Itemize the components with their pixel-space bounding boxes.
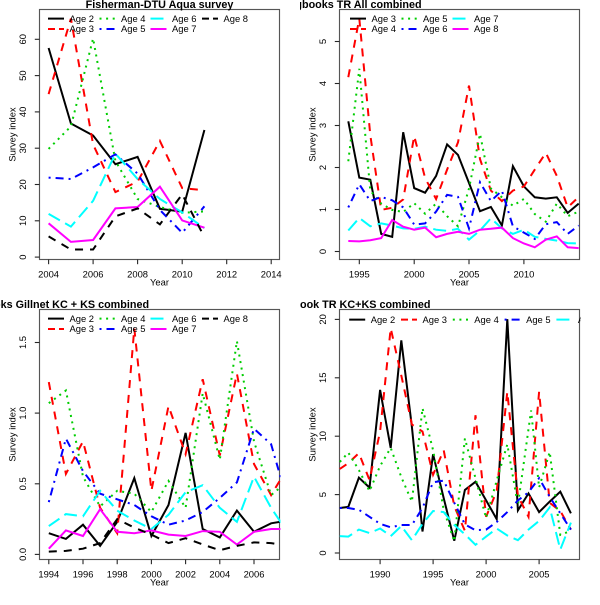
svg-text:Age 5: Age 5 (526, 314, 551, 325)
svg-text:15: 15 (317, 373, 328, 383)
svg-text:Age 4: Age 4 (121, 13, 146, 24)
svg-text:1995: 1995 (423, 569, 444, 580)
svg-text:Year: Year (450, 577, 469, 588)
svg-text:Age 7: Age 7 (474, 13, 499, 24)
svg-text:Fisherman-DTU Aqua survey: Fisherman-DTU Aqua survey (86, 0, 234, 11)
svg-text:Age 6: Age 6 (172, 13, 197, 24)
svg-text:2000: 2000 (476, 569, 497, 580)
svg-text:Age 6: Age 6 (423, 23, 448, 34)
svg-text:2014: 2014 (261, 269, 282, 280)
svg-text:Logbooks Gillnet KC + KS combi: Logbooks Gillnet KC + KS combined (0, 299, 149, 311)
svg-text:3: 3 (317, 123, 328, 128)
svg-text:2000: 2000 (404, 269, 425, 280)
svg-text:Age 5: Age 5 (423, 13, 448, 24)
svg-text:0.0: 0.0 (17, 548, 28, 561)
svg-text:1998: 1998 (107, 569, 128, 580)
svg-text:2006: 2006 (83, 269, 104, 280)
svg-text:2004: 2004 (209, 569, 230, 580)
svg-text:Age 8: Age 8 (224, 313, 249, 324)
svg-text:Age 7: Age 7 (172, 23, 197, 34)
svg-text:Age 2: Age 2 (70, 313, 95, 324)
svg-text:1: 1 (317, 207, 328, 212)
svg-text:50: 50 (17, 70, 28, 80)
svg-text:Age 6: Age 6 (172, 313, 197, 324)
svg-text:2005: 2005 (459, 269, 480, 280)
svg-text:2004: 2004 (38, 269, 59, 280)
svg-text:Year: Year (450, 277, 469, 288)
svg-text:1990: 1990 (370, 569, 391, 580)
svg-text:2000: 2000 (141, 569, 162, 580)
svg-text:4: 4 (317, 81, 328, 86)
svg-text:10: 10 (17, 216, 28, 226)
svg-text:2012: 2012 (216, 269, 237, 280)
svg-text:Age 8: Age 8 (474, 23, 499, 34)
svg-text:Age 4: Age 4 (474, 314, 499, 325)
svg-text:2002: 2002 (175, 569, 196, 580)
svg-text:2005: 2005 (529, 569, 550, 580)
svg-text:Logbook TR KC+KS combined: Logbook TR KC+KS combined (274, 299, 431, 311)
svg-text:Age 7: Age 7 (172, 323, 197, 334)
svg-text:1.5: 1.5 (17, 336, 28, 349)
svg-text:0: 0 (17, 254, 28, 259)
svg-text:Year: Year (150, 577, 169, 588)
svg-text:Age 3: Age 3 (70, 23, 95, 34)
svg-text:5: 5 (317, 39, 328, 44)
svg-text:2006: 2006 (244, 569, 265, 580)
svg-text:1994: 1994 (38, 569, 59, 580)
svg-text:Age 3: Age 3 (372, 13, 397, 24)
svg-text:0.5: 0.5 (17, 477, 28, 490)
svg-text:0: 0 (317, 550, 328, 555)
svg-text:5: 5 (317, 492, 328, 497)
svg-text:10: 10 (317, 431, 328, 441)
svg-text:Year: Year (150, 277, 169, 288)
svg-text:2010: 2010 (513, 269, 534, 280)
svg-text:Age 3: Age 3 (70, 323, 95, 334)
svg-text:1.0: 1.0 (17, 407, 28, 420)
svg-text:Age 5: Age 5 (121, 323, 146, 334)
svg-text:Survey index: Survey index (7, 107, 18, 162)
svg-text:Age 2: Age 2 (371, 314, 396, 325)
svg-text:Age 3: Age 3 (423, 314, 448, 325)
svg-text:60: 60 (17, 34, 28, 44)
svg-text:2008: 2008 (127, 269, 148, 280)
svg-text:20: 20 (17, 179, 28, 189)
svg-text:Age 4: Age 4 (121, 313, 146, 324)
svg-text:Age 5: Age 5 (121, 23, 146, 34)
svg-text:Survey index: Survey index (307, 107, 318, 162)
svg-text:Age 2: Age 2 (70, 13, 95, 24)
svg-text:30: 30 (17, 143, 28, 153)
svg-text:2: 2 (317, 165, 328, 170)
svg-text:1995: 1995 (349, 269, 370, 280)
svg-text:0: 0 (317, 249, 328, 254)
svg-text:Age 6: Age 6 (578, 314, 600, 325)
svg-text:40: 40 (17, 107, 28, 117)
svg-text:2010: 2010 (172, 269, 193, 280)
svg-text:Survey index: Survey index (7, 407, 18, 462)
svg-text:1996: 1996 (73, 569, 94, 580)
svg-text:Age 8: Age 8 (224, 13, 249, 24)
svg-text:Survey index: Survey index (307, 407, 318, 462)
svg-text:20: 20 (317, 314, 328, 324)
svg-text:Logbooks TR All combined: Logbooks TR All combined (282, 0, 421, 11)
svg-text:Age 4: Age 4 (372, 23, 397, 34)
